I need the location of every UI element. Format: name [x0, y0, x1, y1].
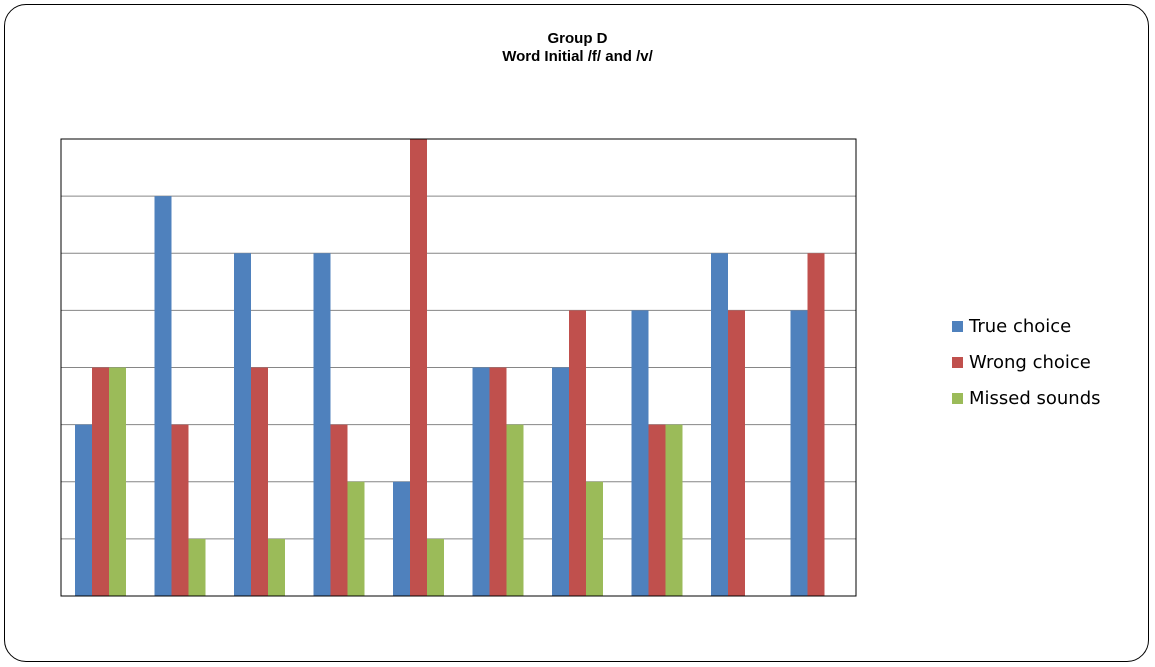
bar-missed-sounds	[506, 424, 524, 596]
bar-wrong-choice	[410, 139, 427, 596]
legend-label-true-choice: True choice	[969, 315, 1072, 337]
bar-wrong-choice	[489, 367, 507, 596]
bar-missed-sounds	[109, 367, 126, 596]
bar-true-choice	[393, 481, 410, 596]
bar-missed-sounds	[188, 538, 206, 596]
bar-true-choice	[234, 253, 251, 596]
bar-missed-sounds	[347, 481, 365, 596]
bar-true-choice	[154, 196, 172, 596]
bar-missed-sounds	[427, 538, 444, 596]
bar-wrong-choice	[171, 424, 189, 596]
legend-swatch-missed-sounds	[952, 392, 963, 404]
bar-wrong-choice	[728, 310, 745, 596]
legend-item-missed-sounds: Missed sounds	[952, 380, 1101, 416]
bars	[75, 139, 825, 596]
legend-swatch-wrong-choice	[952, 356, 963, 368]
bar-wrong-choice	[807, 253, 825, 596]
legend-item-wrong-choice: Wrong choice	[952, 344, 1101, 380]
bar-wrong-choice	[648, 424, 666, 596]
bar-wrong-choice	[569, 310, 586, 596]
bar-true-choice	[790, 310, 808, 596]
legend-label-wrong-choice: Wrong choice	[969, 351, 1091, 373]
legend-swatch-true-choice	[952, 320, 963, 332]
chart-title-block: Group D Word Initial /f/ and /v/	[0, 30, 1155, 66]
plot-area-border	[60, 138, 857, 597]
legend-label-missed-sounds: Missed sounds	[969, 387, 1101, 409]
bar-missed-sounds	[665, 424, 683, 596]
bar-true-choice	[552, 367, 569, 596]
bar-wrong-choice	[92, 367, 109, 596]
legend: True choice Wrong choice Missed sounds	[952, 308, 1101, 416]
bar-missed-sounds	[586, 481, 603, 596]
bar-true-choice	[711, 253, 728, 596]
bar-wrong-choice	[251, 367, 268, 596]
bar-true-choice	[472, 367, 490, 596]
bar-true-choice	[313, 253, 331, 596]
chart-subtitle: Word Initial /f/ and /v/	[502, 48, 653, 65]
bar-true-choice	[631, 310, 649, 596]
bar-missed-sounds	[268, 538, 285, 596]
legend-item-true-choice: True choice	[952, 308, 1101, 344]
bar-wrong-choice	[330, 424, 348, 596]
bar-true-choice	[75, 424, 92, 596]
chart-title: Group D	[547, 30, 608, 47]
